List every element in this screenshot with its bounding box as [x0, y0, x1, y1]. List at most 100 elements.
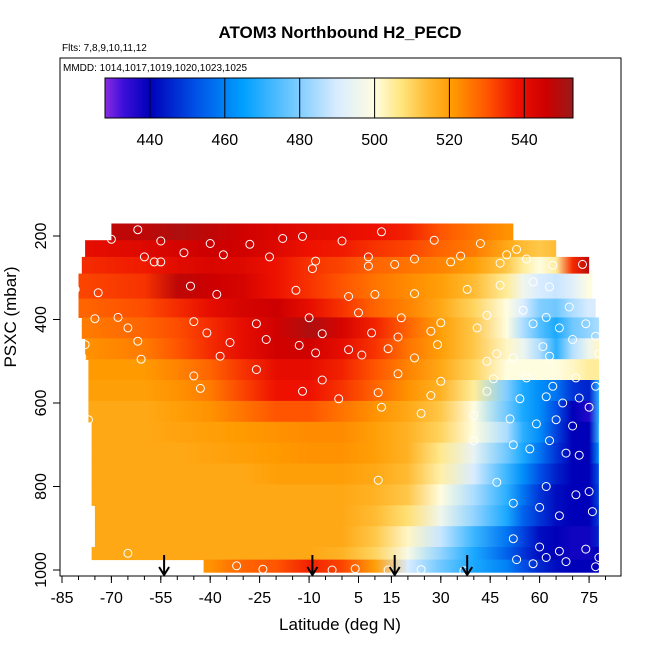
sample-points-layer — [70, 225, 604, 576]
sample-point — [416, 565, 426, 575]
sample-point — [133, 225, 143, 235]
sample-point — [215, 351, 225, 361]
sample-point — [545, 436, 554, 446]
sample-point — [410, 254, 419, 264]
sample-point — [446, 257, 456, 267]
sample-point — [337, 236, 347, 246]
sample-point — [561, 557, 571, 567]
sample-point — [508, 440, 518, 450]
sample-point — [512, 244, 522, 254]
sample-point — [554, 323, 564, 333]
x-tick-label: -25 — [248, 590, 271, 607]
sample-point — [525, 444, 535, 454]
x-tick-label: 5 — [354, 590, 363, 607]
x-tick-label: -40 — [199, 590, 222, 607]
sample-point — [363, 252, 373, 262]
x-tick-label: 75 — [580, 590, 598, 607]
sample-point — [304, 313, 314, 323]
sample-point — [594, 553, 604, 562]
x-tick-label: -70 — [100, 590, 123, 607]
sample-point — [317, 375, 327, 385]
sample-point — [393, 332, 403, 342]
sample-point — [327, 565, 337, 575]
sample-point — [436, 376, 446, 386]
sample-point — [578, 259, 587, 269]
sample-point — [261, 335, 271, 344]
sample-point — [472, 323, 482, 333]
sample-point — [548, 381, 558, 391]
sample-point — [571, 490, 581, 500]
sample-point — [551, 415, 561, 425]
sample-point — [156, 236, 166, 246]
plot-frame — [59, 57, 622, 577]
sample-point — [531, 419, 541, 429]
heatmap-band — [88, 400, 600, 423]
sample-point — [179, 248, 189, 258]
heatmap-band — [91, 463, 599, 485]
sample-point — [363, 261, 373, 271]
heatmap-band — [91, 442, 599, 465]
sample-point — [541, 482, 551, 491]
sample-point — [564, 302, 574, 312]
colorbar-tick-label: 500 — [361, 132, 388, 149]
sample-point — [311, 256, 321, 266]
sample-point — [502, 250, 512, 260]
sample-point — [508, 353, 518, 363]
heatmap-band — [85, 338, 600, 360]
heatmap-band — [88, 380, 600, 402]
sample-point — [512, 555, 522, 565]
colorbar — [104, 77, 574, 119]
sample-point — [482, 310, 492, 320]
sample-point — [522, 254, 531, 264]
sample-point — [311, 348, 321, 358]
sample-point — [581, 544, 591, 554]
sample-point — [317, 329, 327, 339]
arrow-markers-layer — [158, 555, 474, 577]
sample-point — [377, 402, 386, 412]
x-tick-label: -55 — [149, 590, 172, 607]
x-tick-label: -10 — [298, 590, 321, 607]
sample-point — [495, 280, 505, 290]
sample-point — [528, 319, 538, 329]
x-tick-label: -85 — [50, 590, 73, 607]
sample-point — [344, 345, 354, 355]
sample-point — [232, 561, 242, 571]
sample-point — [80, 340, 90, 350]
sample-point — [508, 534, 518, 544]
colorbar-ticks: 440 460 480 500 520 540 — [137, 78, 538, 149]
x-axis: -85 -70 -55 -40 -25 -10 5 15 30 45 60 75 — [50, 576, 606, 607]
heatmap-band — [78, 298, 596, 318]
sample-point — [377, 227, 386, 237]
x-tick-label: 45 — [481, 590, 499, 607]
sample-point — [212, 289, 222, 299]
sample-point — [469, 436, 479, 446]
sample-point — [370, 289, 380, 299]
sample-point — [396, 313, 406, 323]
sample-point — [334, 394, 344, 404]
sample-point — [278, 234, 288, 243]
sample-point — [561, 448, 571, 458]
colorbar-gradient — [104, 77, 574, 119]
sample-point — [492, 477, 502, 487]
arrow-marker — [461, 555, 474, 577]
sample-point — [410, 289, 419, 299]
sample-point — [462, 284, 472, 294]
sample-point — [205, 239, 215, 248]
heatmap-band — [94, 526, 599, 548]
heatmap-band — [203, 559, 599, 573]
sample-point — [416, 408, 426, 418]
sample-point — [518, 305, 528, 315]
sample-point — [469, 411, 479, 420]
sample-point — [482, 386, 492, 396]
sample-point — [265, 252, 274, 262]
sample-point — [393, 369, 403, 379]
dates-subtitle: MMDD: 1014,1017,1019,1020,1023,1025 — [63, 63, 247, 74]
sample-point — [186, 281, 195, 291]
sample-point — [538, 342, 548, 352]
sample-point — [123, 323, 133, 333]
heatmap-band — [78, 273, 593, 300]
sample-point — [225, 338, 235, 347]
sample-point — [202, 328, 212, 338]
sample-point — [298, 231, 307, 241]
